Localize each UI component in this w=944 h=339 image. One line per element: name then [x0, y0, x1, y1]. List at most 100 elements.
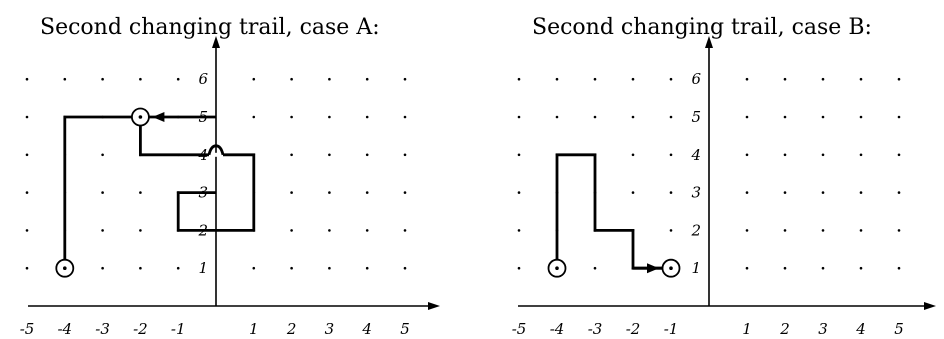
grid-dot — [783, 153, 787, 157]
grid-dot — [517, 115, 521, 119]
trail-path — [555, 153, 671, 270]
grid-dot — [290, 77, 293, 81]
grid-dot — [328, 115, 331, 119]
grid-dot — [328, 229, 331, 232]
grid-dot — [669, 191, 673, 194]
crossing-hop — [207, 144, 225, 156]
grid-dot — [859, 229, 863, 232]
grid-dot — [101, 77, 104, 81]
x-tick-label: -3 — [95, 320, 110, 338]
x-tick-label: -3 — [588, 320, 603, 338]
grid-dot — [897, 191, 901, 194]
grid-dot — [403, 153, 407, 157]
grid-dot — [101, 153, 104, 157]
grid-dot — [176, 77, 180, 81]
grid-dot — [365, 266, 369, 270]
grid-dot — [631, 77, 635, 81]
grid-dot — [859, 77, 863, 81]
y-tick-label: 5 — [691, 108, 701, 126]
grid-dot — [290, 266, 293, 270]
grid-dot — [783, 77, 787, 81]
y-tick-label: 6 — [198, 70, 208, 88]
grid-dot — [101, 266, 104, 270]
grid-dot — [403, 115, 407, 119]
x-tick-label: 3 — [818, 320, 828, 338]
grid-dot — [517, 229, 521, 232]
grid-dot — [593, 115, 597, 119]
grid-dot — [669, 229, 673, 232]
x-tick-label: -4 — [57, 320, 72, 338]
grid-dot — [365, 115, 369, 119]
x-tick-label: -5 — [20, 320, 35, 338]
grid-dot — [252, 115, 256, 119]
grid-dot — [328, 191, 331, 194]
x-tick-label: -2 — [626, 320, 641, 338]
endpoint-center-dot — [555, 266, 559, 271]
grid-dot — [517, 153, 521, 157]
grid-dot — [859, 153, 863, 157]
x-tick-label: -2 — [133, 320, 148, 338]
grid-dot — [783, 229, 787, 232]
y-tick-label: 1 — [198, 259, 208, 277]
grid-dot — [669, 77, 673, 81]
grid-dot — [897, 266, 901, 270]
x-tick-label: 1 — [742, 320, 752, 338]
grid-dot — [403, 191, 407, 194]
grid-dot — [252, 266, 256, 270]
grid-dot — [252, 77, 256, 81]
grid-dot — [328, 266, 331, 270]
grid-dot — [631, 115, 635, 119]
y-tick-label: 3 — [691, 184, 701, 202]
trail-path — [63, 115, 256, 269]
grid-dot — [897, 115, 901, 119]
grid-dot — [821, 191, 825, 194]
x-axis-arrow — [428, 302, 440, 310]
grid-dot — [25, 77, 29, 81]
endpoint-center-dot — [63, 266, 67, 271]
grid-dot — [669, 153, 673, 157]
grid-dot — [139, 266, 142, 270]
grid-dot — [63, 77, 67, 81]
x-tick-label: 1 — [249, 320, 259, 338]
grid-dot — [403, 266, 407, 270]
grid-dot — [290, 191, 293, 194]
grid-dot — [897, 77, 901, 81]
x-tick-label: 4 — [855, 320, 866, 338]
grid-dot — [859, 266, 863, 270]
grid-dot — [821, 77, 825, 81]
y-axis-arrow — [212, 36, 220, 48]
y-tick-label: 1 — [691, 259, 701, 277]
x-tick-label: 2 — [779, 320, 790, 338]
endpoint-center-dot — [669, 266, 673, 271]
grid-dot — [139, 191, 142, 194]
grid-dot — [290, 229, 293, 232]
grid-dot — [517, 77, 521, 81]
x-tick-label: 5 — [894, 320, 904, 338]
x-tick-label: -4 — [550, 320, 565, 338]
grid-dot — [783, 115, 787, 119]
arrow-head — [152, 112, 165, 122]
grid-dot — [821, 153, 825, 157]
grid-dot — [631, 191, 635, 194]
grid-dot — [745, 153, 749, 157]
grid-dot — [25, 115, 29, 119]
grid-dot — [593, 77, 597, 81]
grid-dot — [859, 115, 863, 119]
y-tick-label: 4 — [690, 146, 701, 164]
grid-dot — [25, 153, 29, 157]
panel-title: Second changing trail, case A: — [40, 15, 380, 40]
panel-case-a: Second changing trail, case A: -5 -4 -3 -2 -… — [20, 15, 440, 338]
grid-dot — [403, 229, 407, 232]
arrow-head — [647, 263, 659, 274]
grid-dot — [593, 266, 597, 270]
grid-dot — [897, 153, 901, 157]
grid-dot — [176, 266, 180, 270]
grid-dot — [555, 115, 559, 119]
grid-dot — [555, 77, 559, 81]
grid-dot — [101, 229, 104, 232]
grid-dot — [328, 77, 331, 81]
grid-dot — [365, 77, 369, 81]
y-tick-label: 2 — [690, 221, 701, 239]
grid-dot — [783, 191, 787, 194]
